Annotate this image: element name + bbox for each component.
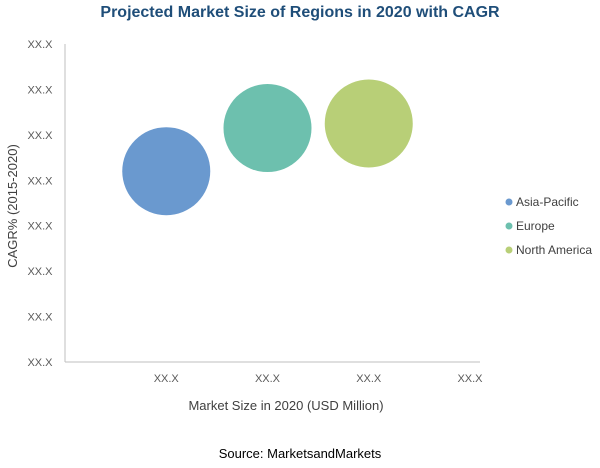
x-axis-label: Market Size in 2020 (USD Million) bbox=[188, 398, 383, 413]
y-tick-label: XX.X bbox=[27, 266, 53, 278]
x-tick-label: XX.X bbox=[255, 373, 281, 385]
y-axis-ticks: XX.X XX.X XX.X XX.X XX.X XX.X XX.X XX.X bbox=[27, 39, 53, 369]
legend: Asia-Pacific Europe North America bbox=[505, 195, 592, 257]
y-tick-label: XX.X bbox=[27, 221, 53, 233]
legend-label: Europe bbox=[516, 219, 555, 233]
y-tick-label: XX.X bbox=[27, 39, 53, 51]
legend-marker bbox=[505, 198, 513, 206]
x-axis-ticks: XX.X XX.X XX.X XX.X bbox=[154, 373, 483, 385]
x-tick-label: XX.X bbox=[457, 373, 483, 385]
y-axis-label: CAGR% (2015-2020) bbox=[5, 144, 20, 268]
legend-label: Asia-Pacific bbox=[516, 195, 579, 209]
source-note: Source: MarketsandMarkets bbox=[218, 446, 382, 461]
legend-marker bbox=[505, 222, 513, 230]
bubble-europe bbox=[223, 84, 312, 173]
y-tick-label: XX.X bbox=[27, 312, 53, 324]
chart-title: Projected Market Size of Regions in 2020… bbox=[100, 4, 500, 21]
y-tick-label: XX.X bbox=[27, 175, 53, 187]
x-tick-label: XX.X bbox=[356, 373, 382, 385]
y-tick-label: XX.X bbox=[27, 84, 53, 96]
bubble-asia-pacific bbox=[122, 127, 211, 216]
y-tick-label: XX.X bbox=[27, 130, 53, 142]
y-tick-label: XX.X bbox=[27, 357, 53, 369]
legend-marker bbox=[505, 246, 513, 254]
x-tick-label: XX.X bbox=[154, 373, 180, 385]
bubbles bbox=[122, 79, 413, 216]
bubble-north-america bbox=[324, 79, 413, 168]
axes bbox=[64, 44, 480, 363]
legend-label: North America bbox=[516, 243, 592, 257]
